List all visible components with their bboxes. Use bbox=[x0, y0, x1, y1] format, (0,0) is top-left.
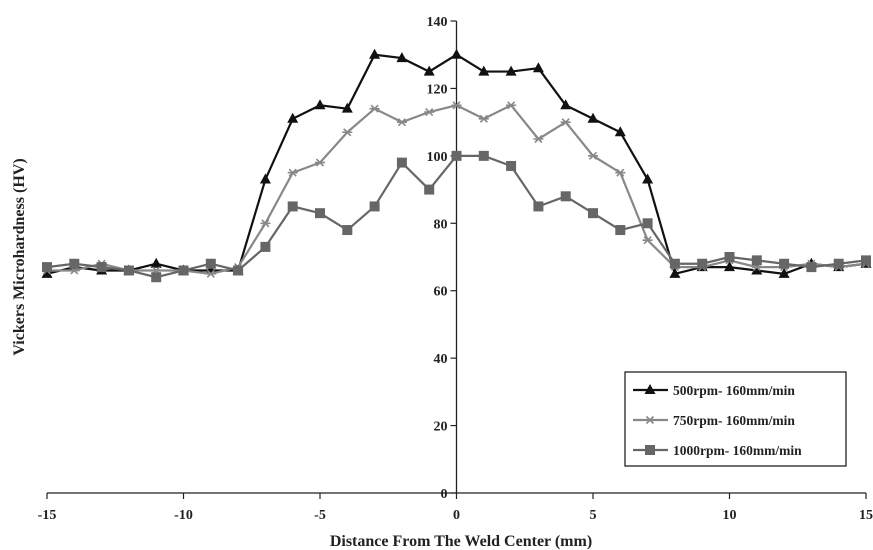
data-point bbox=[532, 62, 544, 73]
data-point bbox=[424, 107, 435, 117]
data-point bbox=[588, 151, 598, 160]
data-point bbox=[833, 258, 844, 269]
data-point bbox=[150, 257, 162, 268]
data-point bbox=[751, 255, 762, 266]
legend-label: 750rpm- 160mm/min bbox=[673, 413, 795, 428]
series-layer bbox=[41, 48, 872, 283]
data-point bbox=[642, 236, 653, 245]
data-point bbox=[42, 262, 52, 273]
data-point bbox=[724, 261, 735, 272]
data-point bbox=[642, 173, 654, 184]
data-point bbox=[478, 65, 490, 76]
data-point bbox=[369, 104, 380, 113]
x-tick-label: -5 bbox=[314, 508, 326, 523]
legend-entry: 500rpm- 160mm/min bbox=[633, 383, 795, 398]
data-point bbox=[260, 241, 271, 252]
data-point bbox=[560, 191, 571, 202]
y-tick-label: 140 bbox=[427, 15, 448, 30]
data-point bbox=[588, 208, 598, 219]
legend-label: 1000rpm- 160mm/min bbox=[673, 443, 802, 458]
data-point bbox=[178, 265, 189, 276]
data-point bbox=[506, 101, 517, 110]
data-point bbox=[96, 262, 107, 273]
data-point bbox=[424, 184, 435, 195]
series-3 bbox=[42, 150, 871, 283]
data-point bbox=[533, 134, 544, 144]
data-point bbox=[724, 252, 735, 262]
data-point bbox=[587, 112, 599, 123]
y-axis-title: Vickers Microhardness (HV) bbox=[11, 158, 28, 355]
data-point bbox=[396, 118, 407, 127]
y-tick-label: 60 bbox=[434, 285, 448, 300]
data-point bbox=[451, 48, 462, 59]
data-point bbox=[778, 267, 790, 278]
data-point bbox=[369, 48, 381, 59]
x-tick-label: 15 bbox=[859, 508, 873, 523]
data-point bbox=[615, 225, 626, 236]
x-tick-label: 5 bbox=[590, 508, 597, 523]
data-point bbox=[233, 265, 244, 276]
x-axis-title: Distance From The Weld Center (mm) bbox=[330, 533, 592, 550]
data-point bbox=[260, 219, 271, 228]
x-tick-label: 10 bbox=[723, 508, 737, 523]
data-point bbox=[505, 65, 517, 76]
legend-entry: 1000rpm- 160mm/min bbox=[633, 443, 802, 458]
data-point bbox=[751, 264, 763, 275]
data-point bbox=[615, 168, 626, 177]
data-point bbox=[41, 267, 53, 278]
x-tick-label: 0 bbox=[453, 508, 460, 523]
data-point bbox=[205, 269, 216, 278]
data-point bbox=[259, 173, 271, 184]
data-point bbox=[697, 258, 708, 269]
data-point bbox=[69, 258, 80, 269]
data-point bbox=[533, 201, 544, 212]
data-point bbox=[669, 267, 681, 278]
y-tick-label: 0 bbox=[441, 487, 448, 502]
legend-entry: 750rpm- 160mm/min bbox=[633, 413, 795, 428]
legend-marker bbox=[645, 415, 655, 425]
legend-marker bbox=[645, 445, 655, 455]
data-point bbox=[396, 52, 408, 63]
data-point bbox=[642, 218, 653, 229]
data-point bbox=[396, 157, 407, 168]
data-point bbox=[342, 128, 353, 137]
data-point bbox=[506, 160, 517, 171]
data-point bbox=[806, 262, 817, 273]
y-tick-label: 80 bbox=[434, 217, 448, 232]
data-point bbox=[779, 258, 790, 269]
x-tick-label: -15 bbox=[38, 508, 57, 523]
data-point bbox=[342, 225, 353, 236]
data-point bbox=[451, 101, 462, 110]
data-point bbox=[287, 168, 298, 177]
y-tick-label: 120 bbox=[427, 82, 448, 97]
data-point bbox=[151, 272, 162, 283]
data-point bbox=[478, 114, 489, 123]
data-point bbox=[669, 258, 680, 269]
legend-label: 500rpm- 160mm/min bbox=[673, 383, 795, 398]
data-point bbox=[314, 99, 326, 110]
data-point bbox=[341, 102, 353, 113]
axes: -15 -10 -5 0 5 10 15 0 20 40 60 80 100 120 140 bbox=[38, 15, 873, 523]
data-point bbox=[315, 208, 325, 219]
data-point bbox=[315, 158, 325, 167]
data-point bbox=[369, 201, 380, 212]
legend-marker bbox=[644, 384, 656, 394]
data-point bbox=[451, 150, 462, 161]
data-point bbox=[560, 118, 571, 127]
data-point bbox=[423, 65, 435, 76]
data-point bbox=[287, 201, 298, 212]
legend: 500rpm- 160mm/min 750rpm- 160mm/min 1000rp… bbox=[624, 371, 847, 467]
data-point bbox=[560, 99, 572, 110]
data-point bbox=[478, 150, 489, 161]
x-tick-label: -10 bbox=[174, 508, 193, 523]
y-tick-label: 20 bbox=[434, 420, 448, 435]
y-tick-label: 40 bbox=[434, 352, 448, 367]
data-point bbox=[861, 255, 871, 266]
y-tick-label: 100 bbox=[427, 150, 448, 165]
data-point bbox=[205, 258, 216, 269]
data-point bbox=[614, 126, 626, 137]
data-point bbox=[123, 265, 134, 276]
data-point bbox=[287, 112, 299, 123]
